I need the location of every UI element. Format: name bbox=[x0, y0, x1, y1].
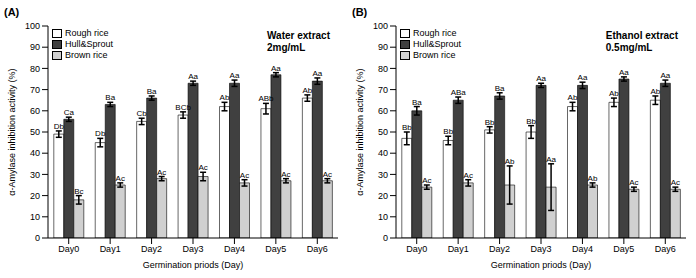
svg-text:Day6: Day6 bbox=[307, 244, 328, 254]
svg-text:Day4: Day4 bbox=[572, 244, 593, 254]
svg-text:Aa: Aa bbox=[546, 155, 556, 164]
html-text:(A): (A) bbox=[4, 6, 20, 18]
svg-text:ABb: ABb bbox=[258, 94, 274, 103]
svg-text:Aa: Aa bbox=[312, 69, 322, 78]
svg-text:0: 0 bbox=[35, 233, 40, 243]
svg-text:Bb: Bb bbox=[443, 127, 453, 136]
svg-text:Day5: Day5 bbox=[265, 244, 286, 254]
svg-text:Ab: Ab bbox=[220, 93, 230, 102]
svg-text:Day0: Day0 bbox=[406, 244, 427, 254]
svg-text:Ca: Ca bbox=[64, 108, 75, 117]
svg-text:10: 10 bbox=[378, 212, 388, 222]
svg-text:Bc: Bc bbox=[74, 187, 83, 196]
svg-text:Aa: Aa bbox=[188, 72, 198, 81]
html-text:2mg/mL: 2mg/mL bbox=[267, 42, 306, 53]
svg-text:60: 60 bbox=[30, 106, 40, 116]
html-text:Hull&Sprout: Hull&Sprout bbox=[65, 39, 113, 49]
svg-text:30: 30 bbox=[30, 170, 40, 180]
svg-text:80: 80 bbox=[30, 64, 40, 74]
html-text:Water extract: Water extract bbox=[267, 30, 330, 41]
svg-text:70: 70 bbox=[378, 85, 388, 95]
svg-text:Ac: Ac bbox=[323, 170, 332, 179]
svg-text:50: 50 bbox=[30, 127, 40, 137]
svg-text:Ac: Ac bbox=[629, 178, 638, 187]
svg-text:Aa: Aa bbox=[230, 71, 240, 80]
svg-text:0: 0 bbox=[383, 233, 388, 243]
svg-text:α-Amylase inhibition activity: α-Amylase inhibition activity (%) bbox=[8, 68, 17, 195]
html-text:0.5mg/mL: 0.5mg/mL bbox=[605, 42, 653, 53]
svg-text:Ab: Ab bbox=[505, 157, 515, 166]
svg-text:100: 100 bbox=[25, 21, 40, 31]
svg-text:Ac: Ac bbox=[157, 168, 166, 177]
html-text:Brown rice: Brown rice bbox=[65, 50, 108, 60]
svg-text:BCb: BCb bbox=[175, 103, 191, 112]
svg-text:10: 10 bbox=[30, 212, 40, 222]
svg-text:Aa: Aa bbox=[271, 64, 281, 73]
svg-text:Aa: Aa bbox=[578, 73, 588, 82]
svg-text:Bb: Bb bbox=[485, 118, 495, 127]
svg-text:Ba: Ba bbox=[105, 93, 115, 102]
svg-text:ABa: ABa bbox=[451, 88, 467, 97]
svg-text:Bb: Bb bbox=[526, 117, 536, 126]
svg-text:Cb: Cb bbox=[137, 109, 148, 118]
svg-text:Day3: Day3 bbox=[530, 244, 551, 254]
svg-text:Day1: Day1 bbox=[100, 244, 121, 254]
svg-text:Ab: Ab bbox=[588, 174, 598, 183]
svg-text:Ab: Ab bbox=[302, 86, 312, 95]
svg-text:Day0: Day0 bbox=[58, 244, 79, 254]
svg-text:Day2: Day2 bbox=[141, 244, 162, 254]
svg-text:Day3: Day3 bbox=[182, 244, 203, 254]
svg-text:90: 90 bbox=[378, 42, 388, 52]
svg-text:Germination priods (Day): Germination priods (Day) bbox=[491, 260, 592, 270]
svg-text:Db: Db bbox=[54, 122, 65, 131]
svg-text:Ac: Ac bbox=[671, 178, 680, 187]
html-text:Rough rice: Rough rice bbox=[65, 28, 109, 38]
svg-text:Ba: Ba bbox=[495, 84, 505, 93]
svg-text:40: 40 bbox=[378, 148, 388, 158]
svg-text:Ab: Ab bbox=[609, 89, 619, 98]
svg-text:Day1: Day1 bbox=[448, 244, 469, 254]
svg-text:Bb: Bb bbox=[402, 123, 412, 132]
svg-text:Day4: Day4 bbox=[224, 244, 245, 254]
svg-text:Db: Db bbox=[95, 129, 106, 138]
svg-text:100: 100 bbox=[373, 21, 388, 31]
svg-text:70: 70 bbox=[30, 85, 40, 95]
svg-text:Day6: Day6 bbox=[655, 244, 676, 254]
svg-text:Aa: Aa bbox=[660, 71, 670, 80]
svg-text:Ac: Ac bbox=[240, 171, 249, 180]
svg-text:90: 90 bbox=[30, 42, 40, 52]
svg-text:Aa: Aa bbox=[536, 74, 546, 83]
svg-text:Ab: Ab bbox=[650, 87, 660, 96]
svg-text:Ab: Ab bbox=[568, 93, 578, 102]
svg-text:Day5: Day5 bbox=[613, 244, 634, 254]
svg-text:50: 50 bbox=[378, 127, 388, 137]
svg-text:Ac: Ac bbox=[281, 170, 290, 179]
svg-text:60: 60 bbox=[378, 106, 388, 116]
svg-text:40: 40 bbox=[30, 148, 40, 158]
svg-text:20: 20 bbox=[30, 191, 40, 201]
svg-text:80: 80 bbox=[378, 64, 388, 74]
svg-text:Germination priods (Day): Germination priods (Day) bbox=[143, 260, 244, 270]
svg-text:20: 20 bbox=[378, 191, 388, 201]
svg-text:30: 30 bbox=[378, 170, 388, 180]
svg-text:Ba: Ba bbox=[147, 87, 157, 96]
html-text:Ethanol extract: Ethanol extract bbox=[605, 30, 678, 41]
html-text:Hull&Sprout: Hull&Sprout bbox=[413, 39, 461, 49]
svg-text:Ba: Ba bbox=[412, 98, 422, 107]
svg-text:α-Amylase inhibition activity: α-Amylase inhibition activity (%) bbox=[355, 68, 365, 195]
html-text:Brown rice: Brown rice bbox=[413, 50, 456, 60]
svg-text:Day2: Day2 bbox=[489, 244, 510, 254]
html-text:(B): (B) bbox=[352, 6, 368, 18]
html-text:Rough rice: Rough rice bbox=[413, 28, 457, 38]
svg-text:Aa: Aa bbox=[619, 68, 629, 77]
svg-text:Ac: Ac bbox=[198, 163, 207, 172]
svg-text:Ac: Ac bbox=[422, 176, 431, 185]
svg-text:Ac: Ac bbox=[464, 171, 473, 180]
svg-text:Ac: Ac bbox=[116, 174, 125, 183]
